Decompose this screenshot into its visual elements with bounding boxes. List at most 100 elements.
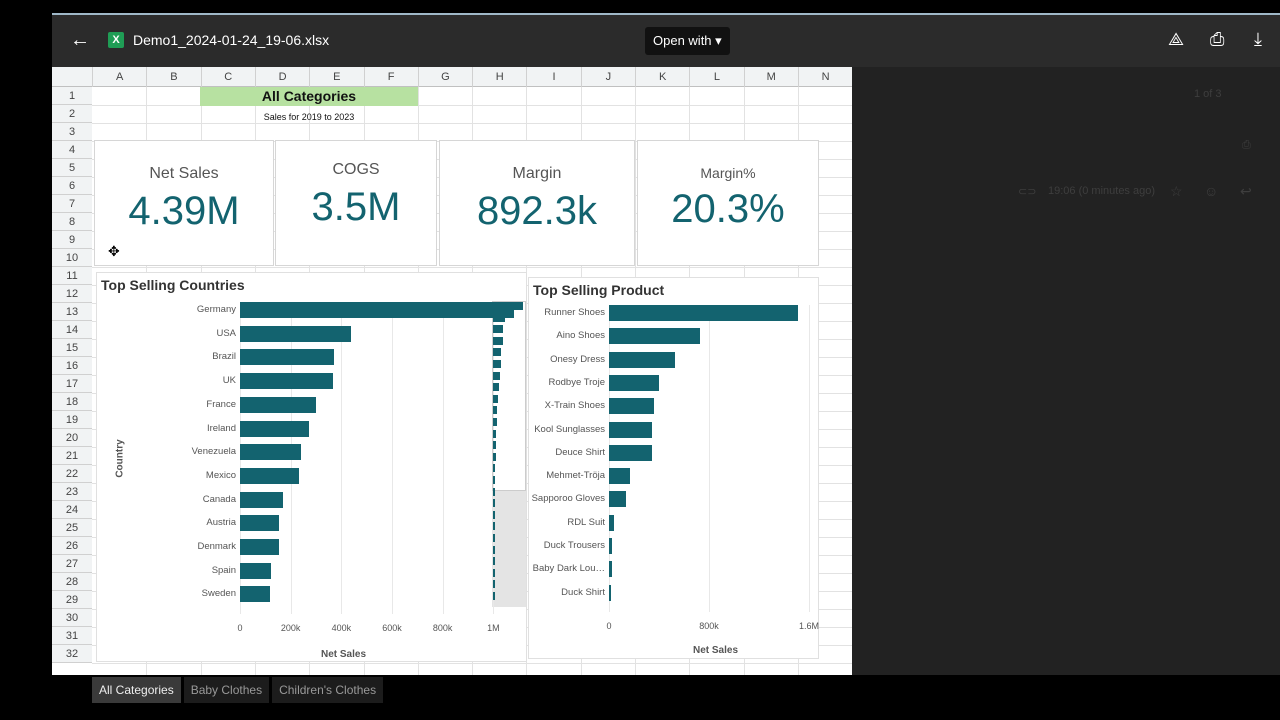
row-header[interactable]: 24 xyxy=(52,501,92,519)
star-icon: ☆ xyxy=(1170,183,1183,199)
bar-france[interactable] xyxy=(240,396,316,413)
column-header[interactable]: K xyxy=(635,67,689,87)
bar-duck-trousers[interactable] xyxy=(609,538,612,554)
row-header[interactable]: 27 xyxy=(52,555,92,573)
print-icon[interactable]: ⎙ xyxy=(1210,29,1225,49)
bar-rdl-suit[interactable] xyxy=(609,514,614,531)
x-axis-title: Net Sales xyxy=(693,645,739,656)
row-header[interactable]: 9 xyxy=(52,231,92,249)
bar-x-train-shoes[interactable] xyxy=(609,398,654,415)
row-header[interactable]: 32 xyxy=(52,645,92,663)
bar-usa[interactable] xyxy=(240,325,352,342)
back-arrow-icon[interactable]: ← xyxy=(70,29,90,51)
row-header[interactable]: 3 xyxy=(52,123,92,141)
open-with-label: Open with xyxy=(653,33,712,48)
grid-line xyxy=(92,267,852,268)
bar-mehmet-tr-ja[interactable] xyxy=(609,468,630,485)
row-header[interactable]: 16 xyxy=(52,357,92,375)
sheet-subtitle: Sales for 2019 to 2023 xyxy=(263,112,355,122)
bar-rodbye-troje[interactable] xyxy=(609,374,659,391)
bar-mexico[interactable] xyxy=(240,467,300,484)
kpi-value: 20.3% xyxy=(671,187,785,231)
row-header[interactable]: 17 xyxy=(52,375,92,393)
row-header[interactable]: 25 xyxy=(52,519,92,537)
bar-denmark[interactable] xyxy=(240,539,279,555)
minimap-bar xyxy=(493,406,498,415)
sheet-tab-childrens-clothes[interactable]: Children's Clothes xyxy=(272,677,384,703)
sheet-tab-all-categories[interactable]: All Categories xyxy=(92,677,181,703)
row-header[interactable]: 30 xyxy=(52,609,92,627)
top-accent-line xyxy=(52,13,1280,15)
row-header[interactable]: 18 xyxy=(52,393,92,411)
row-header[interactable]: 20 xyxy=(52,429,92,447)
row-header[interactable]: 1 xyxy=(52,87,92,105)
row-header[interactable]: 5 xyxy=(52,159,92,177)
row-header[interactable]: 11 xyxy=(52,267,92,285)
bar-deuce-shirt[interactable] xyxy=(609,444,652,461)
x-tick-label: 600k xyxy=(382,623,402,633)
download-icon[interactable]: ⤓ xyxy=(1254,29,1262,49)
column-header[interactable]: D xyxy=(254,67,309,87)
row-header[interactable]: 28 xyxy=(52,573,92,591)
row-header[interactable]: 8 xyxy=(52,213,92,231)
column-header[interactable]: N xyxy=(797,67,852,87)
column-header[interactable]: F xyxy=(363,67,418,87)
bar-onesy-dress[interactable] xyxy=(609,351,675,368)
bar-runner-shoes[interactable] xyxy=(609,305,798,321)
row-header[interactable]: 26 xyxy=(52,537,92,555)
column-header[interactable]: C xyxy=(200,67,255,87)
x-tick-label: 800k xyxy=(432,623,453,633)
column-header[interactable]: G xyxy=(417,67,472,87)
row-header[interactable]: 22 xyxy=(52,465,92,483)
column-header[interactable]: L xyxy=(689,67,743,87)
row-header[interactable]: 19 xyxy=(52,411,92,429)
bar-sweden[interactable] xyxy=(240,586,271,603)
row-header[interactable]: 12 xyxy=(52,285,92,303)
bar-duck-shirt[interactable] xyxy=(609,584,611,601)
column-header[interactable]: B xyxy=(146,67,200,87)
row-header[interactable]: 7 xyxy=(52,195,92,213)
row-header[interactable]: 23 xyxy=(52,483,92,501)
scroll-minimap[interactable] xyxy=(492,301,526,491)
bar-austria[interactable] xyxy=(240,515,279,532)
column-header[interactable]: J xyxy=(580,67,635,87)
bar-aino-shoes[interactable] xyxy=(609,328,700,345)
bar-germany[interactable] xyxy=(240,302,514,318)
bar-venezuela[interactable] xyxy=(240,444,302,461)
column-header[interactable]: I xyxy=(526,67,580,87)
top-selling-countries-chart: Top Selling Countries Country Net Sales … xyxy=(96,272,554,662)
sheet-tab-baby-clothes[interactable]: Baby Clothes xyxy=(183,677,270,703)
add-to-drive-icon[interactable]: ⟁ xyxy=(1168,29,1185,49)
bar-kool-sunglasses[interactable] xyxy=(609,421,652,438)
row-header[interactable]: 15 xyxy=(52,339,92,357)
bar-baby-dark-lou-[interactable] xyxy=(609,561,612,578)
minimap-scroll-track[interactable] xyxy=(492,491,526,607)
bar-spain[interactable] xyxy=(240,562,272,579)
category-label: Canada xyxy=(202,493,236,505)
bar-brazil[interactable] xyxy=(240,349,335,366)
row-header[interactable]: 4 xyxy=(52,141,92,159)
x-tick-label: 0 xyxy=(606,621,612,631)
minimap-bar xyxy=(493,429,497,438)
column-header[interactable]: M xyxy=(743,67,798,87)
bar-uk[interactable] xyxy=(240,373,334,390)
open-with-button[interactable]: Open with ▾ xyxy=(645,27,730,55)
row-header[interactable]: 2 xyxy=(52,105,92,123)
row-header[interactable]: 13 xyxy=(52,303,92,321)
row-header[interactable]: 14 xyxy=(52,321,92,339)
row-header[interactable]: 6 xyxy=(52,177,92,195)
row-header[interactable]: 31 xyxy=(52,627,92,645)
row-header[interactable]: 21 xyxy=(52,447,92,465)
minimap-bar xyxy=(493,487,495,496)
row-header[interactable]: 10 xyxy=(52,249,92,267)
bar-ireland[interactable] xyxy=(240,420,310,437)
row-header[interactable]: 29 xyxy=(52,591,92,609)
x-tick-label: 800k xyxy=(699,621,719,631)
column-header[interactable]: H xyxy=(472,67,526,87)
column-header[interactable]: A xyxy=(92,67,146,87)
gridline xyxy=(709,305,710,612)
bar-sapporoo-gloves[interactable] xyxy=(609,491,626,508)
column-header[interactable]: E xyxy=(309,67,363,87)
bar-canada[interactable] xyxy=(240,491,284,508)
